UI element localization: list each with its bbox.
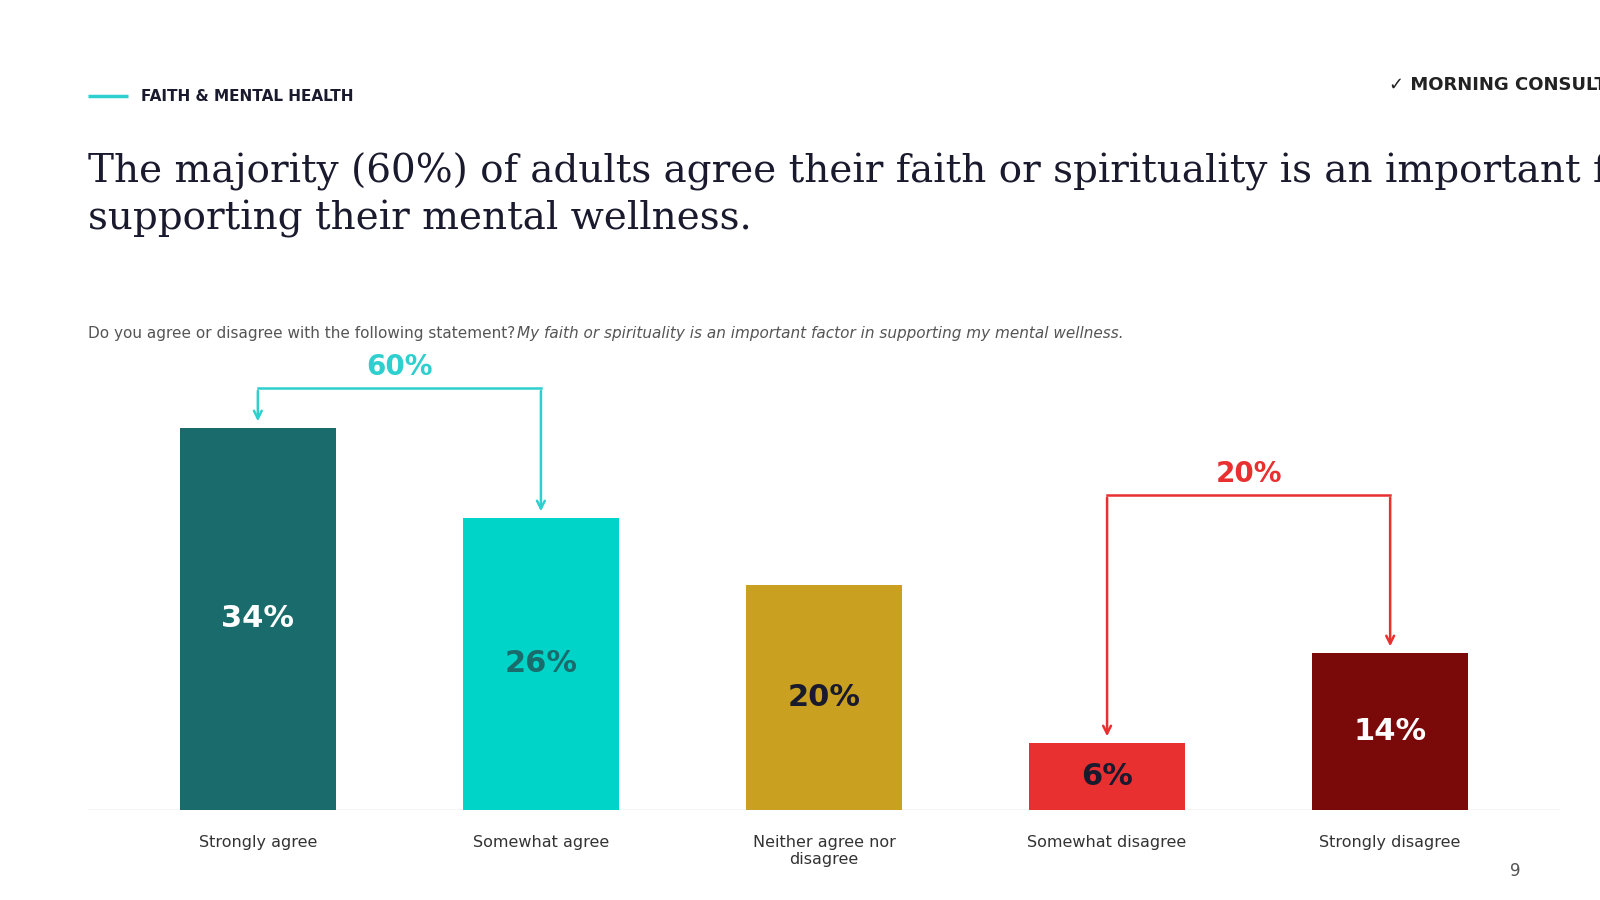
Text: Somewhat disagree: Somewhat disagree [1027,835,1187,850]
Text: Strongly disagree: Strongly disagree [1320,835,1461,850]
Text: Do you agree or disagree with the following statement?: Do you agree or disagree with the follow… [88,326,520,341]
Text: ✓ MORNING CONSULT·: ✓ MORNING CONSULT· [1389,76,1600,94]
Text: Strongly agree: Strongly agree [198,835,317,850]
Text: 20%: 20% [1216,460,1282,488]
Bar [1312,652,1469,810]
Text: Neither agree nor
disagree: Neither agree nor disagree [752,835,896,868]
Text: The majority (60%) of adults agree their faith or spirituality is an important f: The majority (60%) of adults agree their… [88,153,1600,238]
Text: FAITH & MENTAL HEALTH: FAITH & MENTAL HEALTH [141,89,354,104]
Bar [462,518,619,810]
Text: 20%: 20% [787,683,861,712]
Bar [746,585,902,810]
Text: My faith or spirituality is an important factor in supporting my mental wellness: My faith or spirituality is an important… [517,326,1123,341]
Bar [181,428,336,810]
Bar [1029,742,1186,810]
Text: 9: 9 [1510,862,1520,880]
Text: 26%: 26% [504,649,578,679]
Text: Somewhat agree: Somewhat agree [472,835,610,850]
Text: 60%: 60% [366,354,432,382]
Text: 6%: 6% [1082,761,1133,791]
Text: 34%: 34% [221,604,294,634]
Text: 14%: 14% [1354,716,1427,746]
